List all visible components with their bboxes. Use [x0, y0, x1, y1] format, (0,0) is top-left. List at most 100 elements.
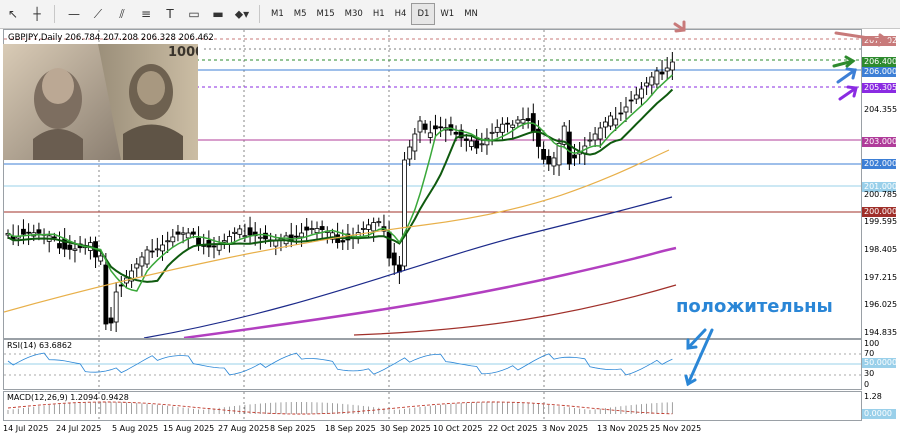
- candle-body: [541, 149, 546, 160]
- candle-body: [597, 127, 603, 140]
- cursor-icon[interactable]: ↖: [7, 7, 19, 21]
- date-label-2: 5 Aug 2025: [112, 424, 159, 433]
- candle-body: [649, 76, 655, 86]
- timeframe-mn[interactable]: MN: [464, 9, 478, 19]
- shapes-icon[interactable]: ▬: [212, 7, 224, 21]
- candle-body: [299, 232, 304, 238]
- candle-body: [196, 237, 201, 246]
- candle-body: [479, 143, 485, 146]
- candle-body: [309, 228, 315, 230]
- ma-blue: [143, 196, 673, 338]
- candle-body: [340, 240, 346, 243]
- candle-body: [556, 142, 562, 166]
- rsi-line: [7, 352, 673, 376]
- date-label-6: 18 Sep 2025: [325, 424, 376, 433]
- candle-body: [98, 255, 104, 262]
- rsi-chart: [4, 340, 861, 389]
- candle-body: [57, 243, 62, 249]
- horizontal-line-icon[interactable]: —: [68, 7, 80, 21]
- candle-body: [26, 231, 32, 234]
- candle-body: [505, 122, 510, 125]
- candle-body: [190, 231, 196, 235]
- timeframe-m30[interactable]: M30: [344, 9, 363, 19]
- candle-body: [221, 240, 227, 243]
- date-label-1: 24 Jul 2025: [56, 424, 102, 433]
- candle-body: [623, 106, 629, 113]
- rsi-pane[interactable]: [3, 339, 862, 390]
- candle-body: [293, 235, 299, 238]
- candle-body: [67, 244, 73, 250]
- rsi-level-70: 70: [864, 349, 875, 358]
- candle-body: [664, 67, 670, 72]
- candle-body: [345, 233, 351, 241]
- candle-body: [108, 317, 114, 324]
- candle-body: [530, 113, 536, 132]
- candle-body: [391, 252, 397, 266]
- candle-body: [149, 250, 155, 253]
- candle-body: [525, 118, 531, 121]
- date-label-7: 30 Sep 2025: [380, 424, 431, 433]
- toolbar-divider: [259, 5, 260, 23]
- timeframe-m5[interactable]: M5: [293, 9, 307, 19]
- candle-body: [438, 126, 444, 129]
- svg-text:1000: 1000: [168, 45, 198, 60]
- price-chart[interactable]: [4, 30, 861, 338]
- macd-signal-line: [7, 401, 673, 415]
- candle-body: [659, 71, 665, 75]
- timeframe-m1[interactable]: M1: [271, 9, 284, 19]
- main-chart-pane[interactable]: [3, 29, 862, 339]
- candle-body: [402, 159, 407, 267]
- text-icon[interactable]: T: [166, 7, 174, 21]
- price-level-4: 204.355: [864, 105, 898, 114]
- candle-body: [551, 157, 557, 167]
- timeframe-h4[interactable]: H4: [394, 9, 407, 19]
- price-level-0: 207.302: [862, 36, 898, 46]
- macd-title: MACD(12,26,9) 1.2094 0.9428: [7, 393, 129, 402]
- candle-body: [175, 231, 181, 235]
- candle-body: [639, 88, 644, 99]
- candle-body: [319, 226, 325, 230]
- date-label-0: 14 Jul 2025: [3, 424, 49, 433]
- rsi-level-30: 30: [864, 369, 875, 378]
- price-level-10: 199.595: [864, 217, 898, 226]
- ma-red: [353, 284, 677, 336]
- rsi-title: RSI(14) 63.6862: [7, 341, 73, 350]
- ma-fast-green: [7, 74, 673, 292]
- label-icon[interactable]: ▭: [188, 7, 200, 21]
- candle-body: [458, 129, 464, 139]
- macd-pane[interactable]: [3, 391, 862, 421]
- candle-body: [669, 61, 675, 71]
- date-label-5: 8 Sep 2025: [270, 424, 316, 433]
- macd-chart: [7, 392, 673, 420]
- candle-body: [422, 123, 428, 130]
- candle-body: [633, 94, 639, 100]
- timeframe-m15[interactable]: M15: [316, 9, 335, 19]
- crosshair-icon[interactable]: ┼: [33, 7, 41, 21]
- candle-body: [211, 245, 217, 248]
- candle-body: [129, 270, 134, 282]
- candle-body: [185, 232, 191, 239]
- macd-level-zero-tag: 0.0000: [862, 409, 896, 419]
- channel-icon[interactable]: ⫽: [119, 6, 125, 21]
- ma-magenta: [183, 246, 677, 338]
- timeframe-h1[interactable]: H1: [372, 9, 385, 19]
- timeframe-d1[interactable]: D1: [411, 3, 436, 25]
- ma-slow-green: [7, 88, 674, 283]
- trendline-icon[interactable]: ⟋: [93, 6, 103, 21]
- arrows-icon[interactable]: ⬥▾: [234, 6, 250, 21]
- candle-body: [237, 228, 243, 235]
- candle-body: [247, 227, 253, 236]
- timeframe-w1[interactable]: W1: [440, 9, 455, 19]
- date-label-3: 15 Aug 2025: [163, 424, 215, 433]
- candle-body: [644, 82, 649, 87]
- macd-level-max: 1.28: [864, 392, 882, 401]
- candle-body: [371, 222, 377, 232]
- candle-body: [654, 70, 660, 85]
- price-level-9: 200.000: [862, 207, 898, 217]
- candle-body: [36, 229, 42, 234]
- candle-body: [113, 291, 119, 323]
- rsi-level-100: 100: [864, 339, 880, 348]
- fibonacci-icon[interactable]: ≡: [140, 7, 152, 21]
- price-level-6: 202.000: [862, 159, 898, 169]
- candle-body: [386, 231, 392, 259]
